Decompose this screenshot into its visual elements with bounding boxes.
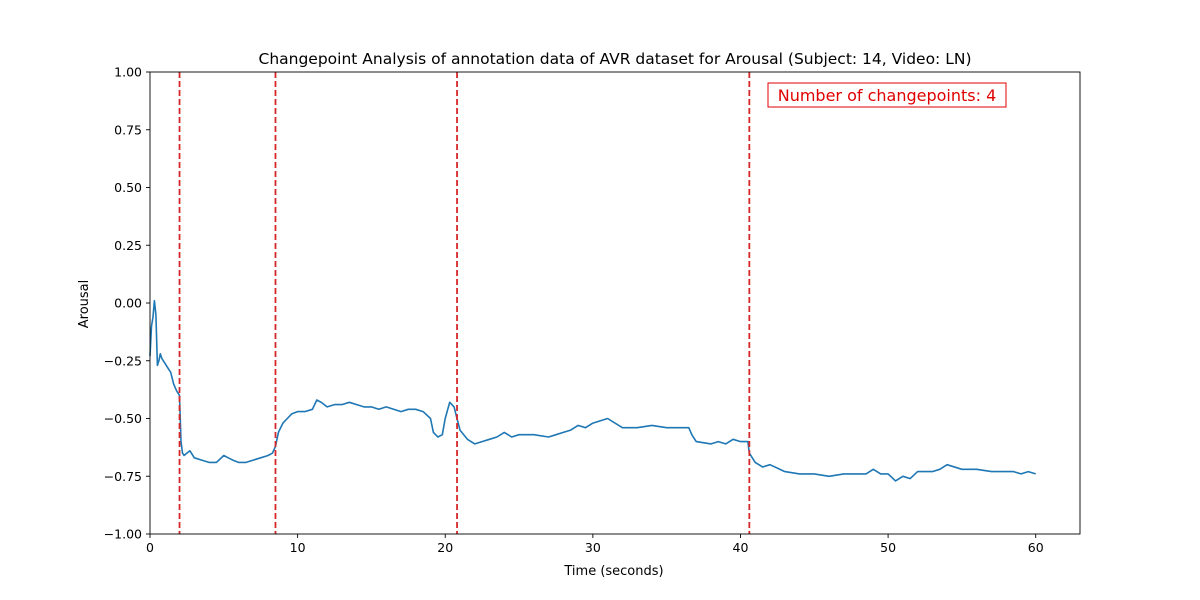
y-tick-label: 1.00 <box>114 65 142 80</box>
x-tick-label: 60 <box>1028 540 1044 555</box>
y-tick-label: −0.25 <box>104 353 142 368</box>
x-tick-label: 40 <box>733 540 749 555</box>
y-tick-label: −1.00 <box>104 527 142 542</box>
annotation-box <box>767 82 1007 108</box>
x-axis-title: Time (seconds) <box>563 564 663 579</box>
y-tick-label: 0.50 <box>114 180 142 195</box>
y-tick-label: −0.75 <box>104 469 142 484</box>
x-tick-label: 30 <box>585 540 601 555</box>
x-tick-label: 20 <box>437 540 453 555</box>
y-axis-title: Arousal <box>77 280 92 329</box>
y-tick-label: 0.75 <box>114 122 142 137</box>
chart-title: Changepoint Analysis of annotation data … <box>259 50 972 68</box>
series-line <box>149 299 1036 482</box>
x-tick-label: 0 <box>146 540 154 555</box>
y-tick-label: 0.25 <box>114 238 142 253</box>
y-tick-label: −0.50 <box>104 411 142 426</box>
x-tick-label: 50 <box>880 540 896 555</box>
annotation-text: Number of changepoints: 4 <box>778 86 997 105</box>
changepoint-count-annotation: Number of changepoints: 4 <box>767 82 1007 108</box>
axes: 0 10 20 30 40 50 60 −1.00 −0.75 −0.50 −0.25 0.00 0.2… <box>104 65 1081 555</box>
x-tick-label: 10 <box>290 540 306 555</box>
y-tick-label: 0.00 <box>114 296 142 311</box>
plot-area <box>149 72 1036 534</box>
